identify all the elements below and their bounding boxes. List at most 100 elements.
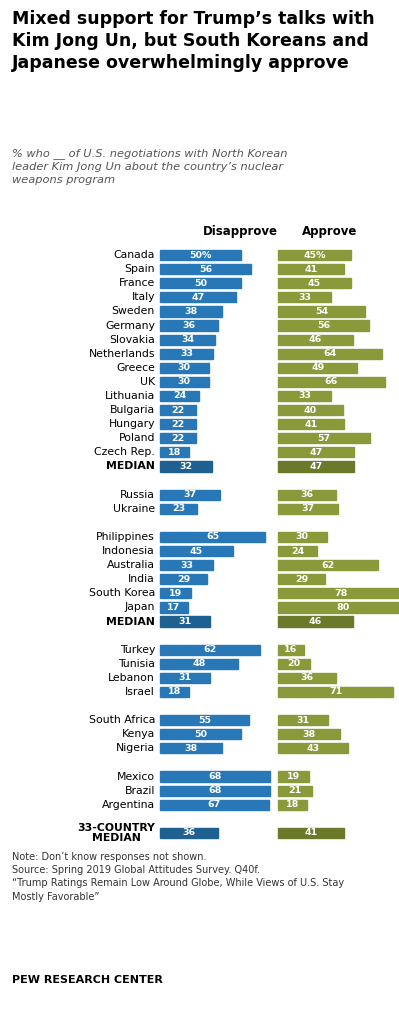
Text: 31: 31 <box>296 716 310 724</box>
Text: Canada: Canada <box>114 250 155 260</box>
Text: 16: 16 <box>284 646 298 655</box>
Text: Bulgaria: Bulgaria <box>110 405 155 415</box>
Text: 54: 54 <box>315 307 328 316</box>
Bar <box>278 574 325 584</box>
Bar <box>278 405 343 415</box>
Text: 36: 36 <box>300 490 314 499</box>
Text: 64: 64 <box>323 349 336 358</box>
Bar <box>278 320 369 330</box>
Bar <box>160 293 236 303</box>
Text: 18: 18 <box>168 448 181 457</box>
Text: Japan: Japan <box>124 603 155 613</box>
Text: 33: 33 <box>180 561 193 570</box>
Bar <box>160 659 238 669</box>
Text: 36: 36 <box>183 321 196 330</box>
Bar <box>278 490 336 500</box>
Bar <box>278 588 399 598</box>
Text: Greece: Greece <box>116 363 155 372</box>
Bar <box>160 588 191 598</box>
Bar <box>278 532 327 542</box>
Text: 18: 18 <box>286 800 299 809</box>
Bar <box>160 686 189 697</box>
Text: Poland: Poland <box>119 434 155 443</box>
Bar <box>160 391 199 401</box>
Bar <box>160 560 213 570</box>
Text: 47: 47 <box>310 448 323 457</box>
Bar <box>160 786 270 796</box>
Text: 45: 45 <box>308 278 321 287</box>
Text: Lebanon: Lebanon <box>108 673 155 683</box>
Text: 24: 24 <box>173 392 186 400</box>
Text: 22: 22 <box>171 434 184 443</box>
Text: 30: 30 <box>178 363 191 372</box>
Bar <box>160 800 269 810</box>
Text: 71: 71 <box>329 687 342 697</box>
Text: Philippines: Philippines <box>96 532 155 542</box>
Text: 33-COUNTRY
MEDIAN: 33-COUNTRY MEDIAN <box>77 822 155 843</box>
Bar <box>160 617 210 627</box>
Text: 50%: 50% <box>189 251 212 260</box>
Text: 78: 78 <box>334 589 348 597</box>
Text: 18: 18 <box>168 687 181 697</box>
Bar <box>160 828 218 838</box>
Bar <box>160 673 210 683</box>
Bar <box>160 433 196 443</box>
Text: 47: 47 <box>310 462 323 471</box>
Bar <box>160 771 270 782</box>
Bar <box>278 376 385 387</box>
Text: 50: 50 <box>194 278 207 287</box>
Text: MEDIAN: MEDIAN <box>106 617 155 626</box>
Text: 47: 47 <box>192 293 205 302</box>
Text: 57: 57 <box>318 434 331 443</box>
Bar <box>160 461 212 472</box>
Text: Mixed support for Trump’s talks with
Kim Jong Un, but South Koreans and
Japanese: Mixed support for Trump’s talks with Kim… <box>12 10 375 73</box>
Text: 41: 41 <box>304 419 318 429</box>
Text: 62: 62 <box>203 646 217 655</box>
Bar <box>160 532 265 542</box>
Bar <box>278 447 354 457</box>
Bar <box>278 363 358 373</box>
Bar <box>278 335 353 345</box>
Text: 36: 36 <box>300 673 314 682</box>
Text: 31: 31 <box>178 617 192 626</box>
Text: 65: 65 <box>206 532 219 541</box>
Text: 23: 23 <box>172 504 185 514</box>
Text: 55: 55 <box>198 716 211 724</box>
Text: Hungary: Hungary <box>109 419 155 430</box>
Bar <box>278 391 332 401</box>
Text: Turkey: Turkey <box>120 644 155 655</box>
Text: 38: 38 <box>184 744 198 753</box>
Text: South Korea: South Korea <box>89 588 155 598</box>
Text: 17: 17 <box>167 603 180 612</box>
Bar <box>278 250 351 260</box>
Text: 41: 41 <box>304 829 318 838</box>
Text: 36: 36 <box>183 829 196 838</box>
Text: Czech Rep.: Czech Rep. <box>94 447 155 457</box>
Bar <box>160 715 249 725</box>
Text: India: India <box>128 574 155 584</box>
Text: France: France <box>119 278 155 288</box>
Bar <box>278 715 328 725</box>
Text: Nigeria: Nigeria <box>116 744 155 753</box>
Text: Sweden: Sweden <box>112 307 155 316</box>
Bar <box>160 644 261 655</box>
Bar <box>278 659 310 669</box>
Text: Slovakia: Slovakia <box>109 335 155 345</box>
Text: 31: 31 <box>178 673 192 682</box>
Text: 62: 62 <box>322 561 335 570</box>
Text: 37: 37 <box>301 504 314 514</box>
Text: 20: 20 <box>288 659 301 668</box>
Text: 29: 29 <box>177 575 190 584</box>
Text: 46: 46 <box>309 617 322 626</box>
Bar <box>278 603 399 613</box>
Text: 19: 19 <box>169 589 182 597</box>
Text: 19: 19 <box>287 772 300 782</box>
Bar <box>278 729 340 740</box>
Bar <box>160 447 189 457</box>
Text: % who __ of U.S. negotiations with North Korean
leader Kim Jong Un about the cou: % who __ of U.S. negotiations with North… <box>12 148 288 185</box>
Text: Australia: Australia <box>107 561 155 570</box>
Bar <box>160 306 221 316</box>
Text: 22: 22 <box>171 405 184 414</box>
Text: 80: 80 <box>336 603 350 612</box>
Text: 41: 41 <box>304 265 318 273</box>
